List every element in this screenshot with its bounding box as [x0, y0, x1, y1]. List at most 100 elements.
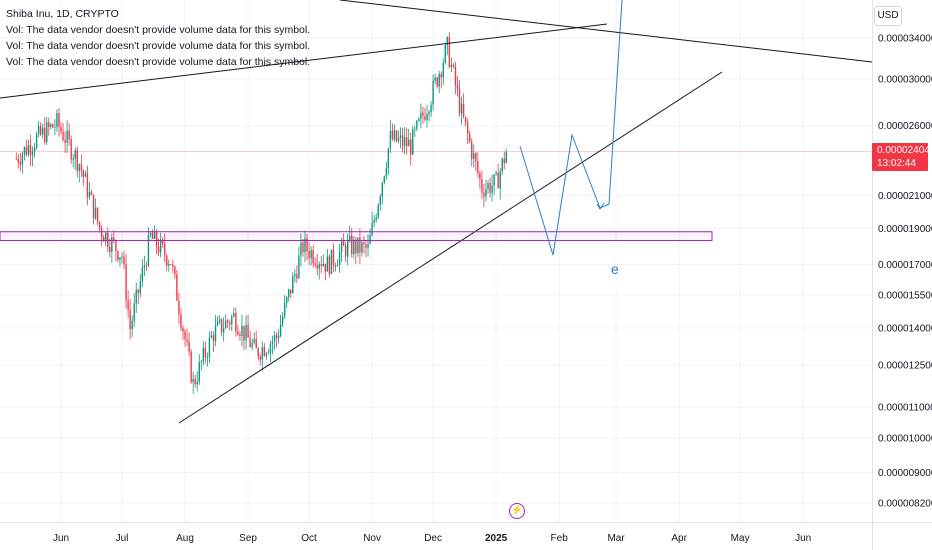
candle-body — [229, 322, 231, 325]
candle-body — [338, 251, 341, 265]
price-tick-label: 0.000008200 — [878, 499, 932, 510]
wave-arrow-head — [596, 202, 605, 210]
candle-body — [84, 173, 87, 177]
candle-series — [15, 32, 507, 394]
wave-projection-path — [519, 0, 623, 256]
candle-body — [273, 335, 276, 342]
candle-body — [100, 228, 103, 237]
candle-body — [123, 256, 125, 265]
candle-body — [257, 348, 259, 357]
candle-body — [503, 158, 505, 164]
candle-body — [300, 242, 302, 256]
candle-body — [107, 232, 109, 248]
candle-body — [367, 243, 369, 248]
candle-body — [448, 37, 451, 68]
candle-body — [39, 126, 42, 135]
candle-body — [129, 309, 131, 330]
candle-body — [418, 118, 420, 121]
candle-body — [64, 140, 66, 143]
candle-body — [487, 183, 489, 189]
candle-body — [387, 148, 390, 169]
candle-body — [481, 178, 483, 193]
candle-body — [222, 328, 225, 333]
candle-body — [214, 325, 217, 342]
candle-body — [324, 263, 327, 272]
candle-body — [306, 238, 308, 252]
candle-body — [393, 130, 396, 140]
candle-body — [196, 381, 198, 385]
last-price-badge: 0.000024047 13:02:44 — [872, 143, 932, 171]
candle-body — [347, 240, 349, 257]
candle-body — [403, 137, 406, 146]
volume-note: Vol: The data vendor doesn't provide vol… — [6, 40, 311, 52]
candle-body — [379, 196, 381, 206]
candle-body — [96, 207, 99, 222]
time-tick-label: Apr — [671, 533, 687, 544]
candle-body — [397, 138, 400, 141]
candle-body — [17, 158, 19, 163]
candle-body — [147, 235, 150, 266]
support-zone-rect — [0, 231, 713, 242]
price-tick-label: 0.000012500 — [878, 361, 932, 372]
candle-body — [477, 161, 479, 173]
candle-body — [188, 341, 190, 352]
price-tick-label: 0.000009000 — [878, 468, 932, 479]
candle-body — [153, 231, 156, 239]
candle-body — [247, 324, 249, 338]
candle-body — [444, 45, 446, 64]
candle-body — [66, 130, 68, 143]
candle-body — [290, 289, 292, 294]
candle-body — [251, 342, 253, 347]
candle-body — [497, 172, 499, 189]
candle-body — [210, 335, 213, 338]
candle-body — [395, 130, 398, 141]
candle-body — [202, 348, 205, 362]
bar-countdown: 13:02:44 — [877, 158, 916, 169]
candle-body — [133, 303, 135, 321]
time-tick-label: Aug — [176, 533, 194, 544]
candle-body — [149, 232, 152, 236]
currency-button[interactable]: USD — [874, 6, 902, 26]
candle-body — [383, 176, 385, 183]
candle-body — [436, 77, 438, 87]
symbol-title[interactable]: Shiba Inu, 1D, CRYPTO — [6, 8, 119, 20]
lightning-icon[interactable]: ⚡ — [509, 503, 525, 519]
candle-body — [308, 251, 310, 259]
wave-label-e: e — [611, 261, 619, 277]
time-tick-label: Jun — [53, 533, 69, 544]
candle-body — [119, 257, 121, 260]
candle-body — [164, 243, 166, 256]
candle-body — [239, 334, 241, 336]
candle-body — [365, 244, 367, 248]
candle-body — [141, 267, 144, 282]
price-tick-label: 0.000026000 — [878, 121, 932, 132]
candle-body — [464, 116, 467, 123]
candle-body — [275, 335, 278, 339]
candle-body — [428, 112, 430, 115]
candle-body — [220, 319, 223, 333]
candle-body — [21, 154, 24, 165]
candle-body — [454, 66, 457, 86]
candle-body — [296, 274, 298, 279]
candle-body — [361, 242, 363, 253]
candle-body — [145, 265, 148, 267]
candle-body — [19, 162, 22, 165]
candle-body — [288, 289, 290, 298]
candle-body — [29, 145, 32, 156]
candle-body — [172, 264, 174, 267]
candle-body — [279, 324, 282, 337]
candle-body — [442, 63, 444, 78]
candle-body — [412, 129, 414, 155]
candle-body — [462, 103, 465, 117]
candle-body — [408, 139, 410, 147]
candle-body — [489, 183, 491, 193]
price-tick-label: 0.000014000 — [878, 324, 932, 335]
candle-body — [33, 147, 36, 152]
candle-body — [72, 158, 74, 160]
candle-body — [438, 74, 440, 87]
candle-body — [109, 247, 111, 252]
candle-body — [54, 126, 56, 128]
candle-body — [292, 276, 294, 294]
